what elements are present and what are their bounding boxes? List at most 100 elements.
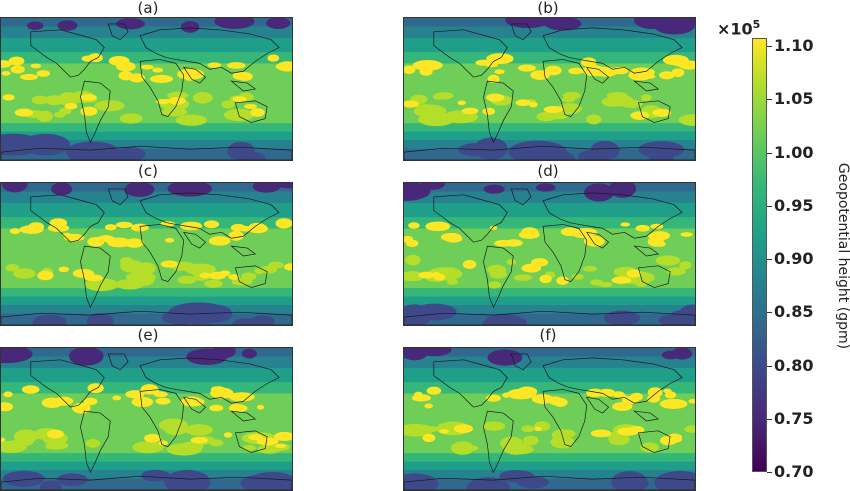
- contour-patch: [83, 397, 98, 406]
- contour-patch: [214, 18, 255, 29]
- latitude-band: [1, 18, 292, 27]
- contour-patch: [583, 265, 597, 272]
- contour-patch: [640, 94, 652, 102]
- coastline: [404, 145, 695, 160]
- contour-patch: [84, 278, 119, 292]
- coastline: [234, 100, 268, 123]
- contour-patch: [177, 275, 197, 284]
- contour-patch: [544, 65, 562, 76]
- coastline: [183, 396, 207, 414]
- map-panel-d: [403, 182, 696, 326]
- contour-patch: [620, 222, 631, 227]
- coastline: [230, 80, 257, 92]
- contour-patch: [446, 279, 459, 285]
- colorbar-tick-label: 0.75: [774, 408, 814, 428]
- colorbar-tick-label: 0.90: [774, 249, 814, 268]
- contour-patch: [149, 74, 174, 83]
- contour-patch: [422, 433, 436, 443]
- coastline: [139, 59, 185, 118]
- contour-patch: [483, 184, 505, 194]
- contour-patch: [64, 103, 78, 110]
- contour-patch: [19, 73, 39, 81]
- colorbar-tick-label: 0.70: [774, 462, 814, 481]
- contour-patch: [37, 270, 54, 281]
- contour-patch: [26, 21, 44, 31]
- latitude-band: [404, 382, 695, 394]
- contour-patch: [124, 183, 155, 197]
- contour-patch: [228, 274, 240, 280]
- latitude-band: [1, 191, 292, 204]
- contour-patch: [620, 99, 643, 108]
- contour-patch: [247, 223, 268, 234]
- latitude-band: [1, 288, 292, 298]
- latitude-band: [404, 305, 695, 315]
- contour-patch: [180, 21, 200, 33]
- contour-patch: [85, 439, 101, 448]
- coastline: [139, 389, 185, 448]
- coastline: [633, 410, 660, 422]
- contour-patch: [535, 183, 556, 192]
- coastline: [510, 353, 532, 371]
- contour-patch: [640, 442, 659, 453]
- contour-patch: [242, 444, 257, 451]
- contour-patch: [678, 113, 695, 126]
- coastline: [586, 231, 610, 249]
- contour-patch: [160, 260, 178, 268]
- contour-patch: [582, 65, 607, 77]
- contour-patch: [412, 60, 443, 71]
- contour-patch: [404, 100, 419, 108]
- contour-patch: [14, 108, 34, 117]
- latitude-band: [404, 478, 695, 490]
- contour-patch: [518, 64, 536, 72]
- contour-patch: [453, 424, 474, 434]
- contour-patch: [608, 433, 630, 446]
- contour-patch: [112, 395, 122, 401]
- contour-patch: [104, 224, 117, 231]
- contour-patch: [44, 95, 65, 106]
- contour-patch: [267, 54, 280, 62]
- coastline: [234, 265, 268, 288]
- coastline: [633, 245, 660, 257]
- contour-patch: [232, 96, 247, 103]
- latitude-band: [1, 478, 292, 490]
- contour-patch: [530, 70, 550, 80]
- contour-patch: [506, 259, 517, 265]
- latitude-band: [1, 26, 292, 39]
- contour-patch: [487, 264, 506, 275]
- coastline: [510, 188, 532, 206]
- colorbar-tick-label: 1.05: [774, 89, 814, 109]
- colorbar-tick-label: 0.85: [774, 302, 814, 322]
- contour-patch: [466, 477, 511, 490]
- contour-patch: [404, 65, 416, 75]
- contour-patch: [58, 266, 70, 273]
- coastline: [30, 194, 105, 243]
- coastline: [637, 265, 671, 288]
- coastline: [139, 357, 280, 404]
- coastline: [30, 359, 105, 408]
- contour-patch: [404, 235, 414, 243]
- latitude-band: [404, 470, 695, 480]
- contour-patch: [515, 99, 531, 107]
- contour-patch: [416, 104, 435, 111]
- contour-patch: [457, 100, 466, 106]
- colorbar-multiplier: ×105: [717, 18, 761, 39]
- contour-patch: [528, 101, 538, 108]
- contour-patch: [115, 18, 145, 30]
- contour-patch: [230, 403, 242, 410]
- contour-patch: [1, 402, 14, 412]
- contour-patch: [655, 241, 666, 247]
- contour-patch: [590, 140, 620, 160]
- contour-patch: [51, 183, 73, 196]
- latitude-band: [1, 461, 292, 471]
- latitude-band: [1, 52, 292, 64]
- latitude-band: [1, 305, 292, 315]
- contour-patch: [10, 65, 25, 74]
- contour-patch: [1, 70, 11, 76]
- contour-patch: [175, 114, 208, 126]
- contour-patch: [523, 435, 539, 446]
- colorbar-title: Geopotential height (gpm): [835, 162, 850, 350]
- contour-patch: [1, 60, 12, 68]
- latitude-band: [1, 37, 292, 53]
- coastline: [183, 231, 207, 249]
- contour-patch: [543, 105, 563, 114]
